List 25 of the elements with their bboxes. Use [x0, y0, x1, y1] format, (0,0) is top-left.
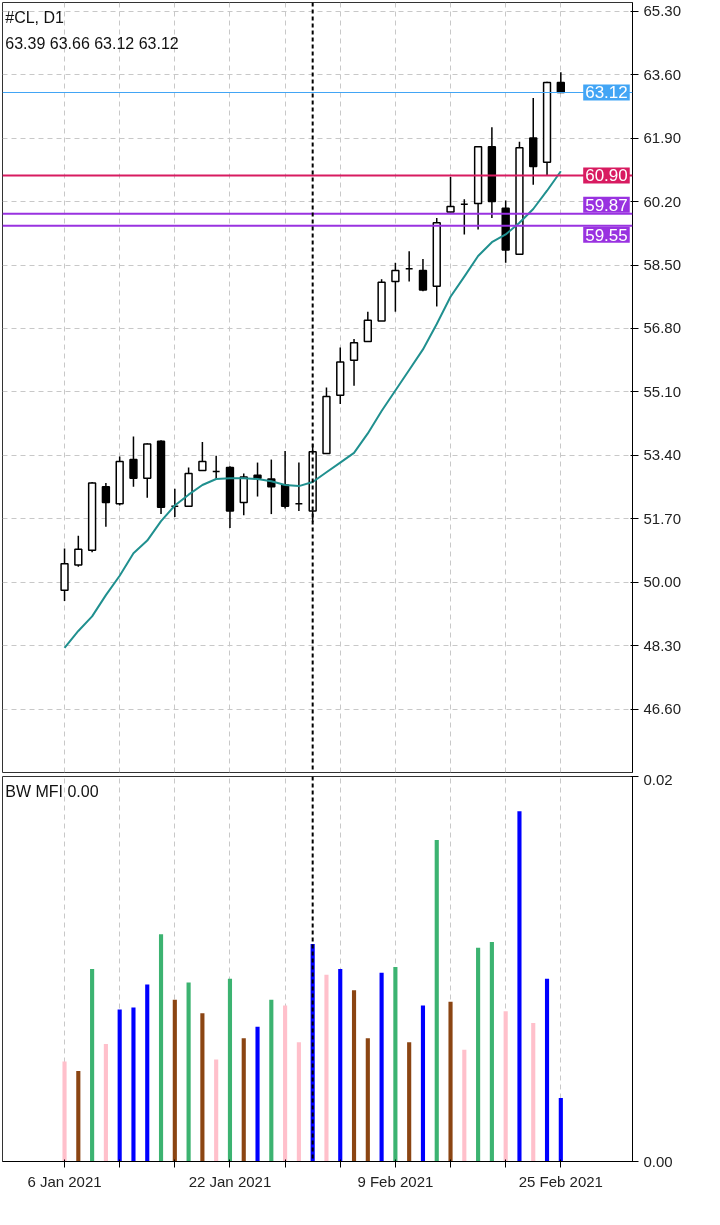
x-tick-label: 25 Feb 2021	[518, 1172, 603, 1190]
x-tick-label: 22 Jan 2021	[188, 1172, 272, 1190]
chart-title: BW MFI 0.00	[5, 782, 99, 800]
y-tick-label: 58.50	[643, 256, 682, 274]
y-tick-label: 46.60	[643, 700, 682, 718]
y-tick-label: 61.90	[643, 129, 682, 147]
y-tick-label: 56.80	[643, 319, 682, 337]
x-tick-label: 9 Feb 2021	[357, 1172, 434, 1190]
y-tick-label: 51.70	[643, 509, 682, 527]
ref-line-label: 59.55	[585, 225, 628, 245]
ref-line-label: 60.90	[585, 166, 628, 186]
chart-title: #CL, D1	[5, 8, 65, 26]
y-tick-label: 63.60	[643, 65, 682, 83]
y-tick-label: 55.10	[643, 382, 682, 400]
y-tick-label: 65.30	[643, 2, 682, 20]
y-tick-label: 53.40	[643, 446, 682, 464]
y-tick-label: 50.00	[643, 573, 682, 591]
y-tick-label: 60.20	[643, 192, 682, 210]
ref-line-label: 63.12	[585, 83, 628, 103]
ref-line-label: 59.87	[585, 195, 628, 215]
text: 63.39 63.66 63.12 63.12	[5, 34, 179, 52]
x-tick-label: 6 Jan 2021	[27, 1172, 102, 1190]
y-tick-label: 0.00	[643, 1152, 673, 1170]
y-tick-label: 0.02	[643, 770, 673, 788]
y-tick-label: 48.30	[643, 636, 682, 654]
